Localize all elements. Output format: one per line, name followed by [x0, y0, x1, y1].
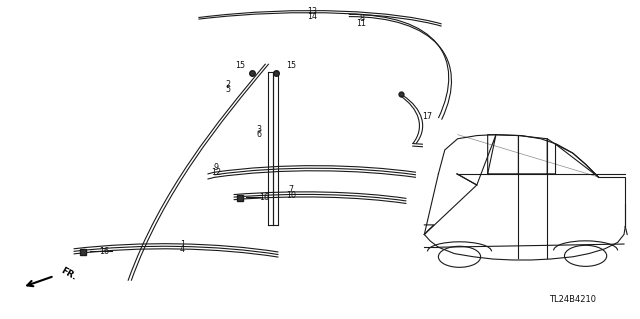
- Text: FR.: FR.: [59, 266, 77, 282]
- Text: 1: 1: [180, 240, 185, 249]
- Text: 15: 15: [286, 61, 296, 70]
- Text: 2: 2: [225, 80, 230, 89]
- Text: 11: 11: [356, 19, 367, 28]
- Text: 6: 6: [257, 130, 262, 139]
- Text: 16: 16: [99, 247, 109, 256]
- Text: 9: 9: [214, 163, 219, 172]
- Text: 14: 14: [307, 12, 317, 21]
- Text: TL24B4210: TL24B4210: [549, 295, 596, 304]
- Text: 4: 4: [180, 245, 185, 254]
- Text: 8: 8: [359, 14, 364, 23]
- Text: 16: 16: [259, 193, 269, 202]
- Text: 13: 13: [307, 7, 317, 16]
- Text: 15: 15: [235, 61, 245, 70]
- Text: 5: 5: [225, 85, 230, 94]
- Text: 17: 17: [422, 112, 433, 121]
- Text: 10: 10: [286, 191, 296, 200]
- Text: 12: 12: [211, 168, 221, 177]
- Text: 3: 3: [257, 125, 262, 134]
- Text: 7: 7: [289, 185, 294, 194]
